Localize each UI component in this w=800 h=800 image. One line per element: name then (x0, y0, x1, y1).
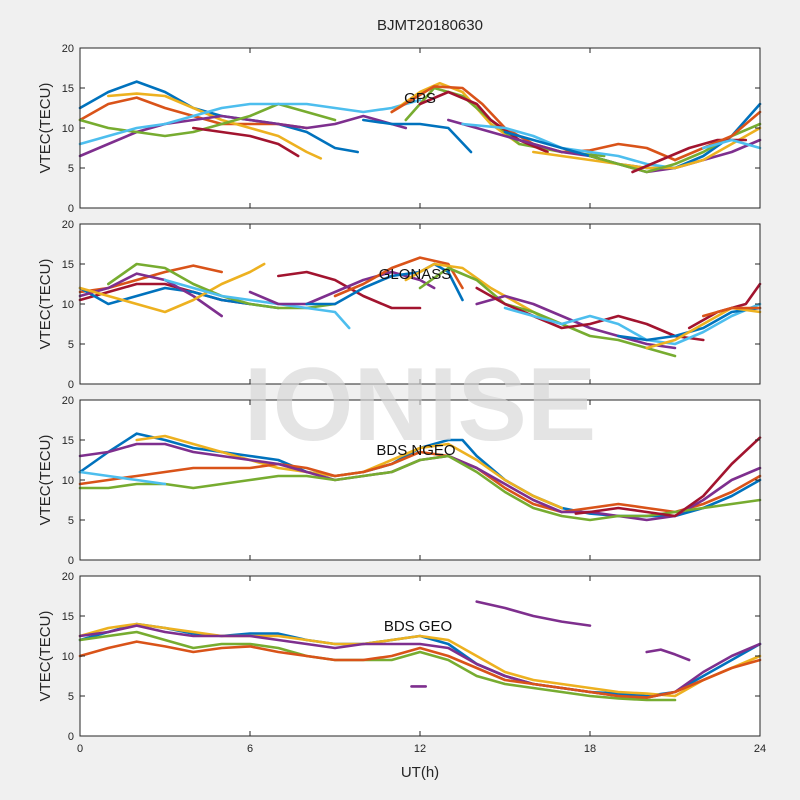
y-tick-label: 5 (68, 691, 74, 703)
y-tick-label: 15 (62, 259, 74, 271)
y-axis-label: VTEC(TECU) (37, 435, 54, 526)
x-tick-label: 12 (414, 743, 426, 755)
series-line (78, 450, 762, 514)
series-line (461, 122, 677, 170)
y-tick-label: 20 (62, 219, 74, 231)
y-tick-label: 0 (68, 379, 74, 391)
series-line (673, 110, 762, 162)
y-tick-label: 10 (62, 299, 74, 311)
x-tick-label: 6 (247, 743, 253, 755)
x-tick-label: 24 (754, 743, 766, 755)
y-tick-label: 5 (68, 163, 74, 175)
panel-gps: 0 5 10 15 20 VTEC(TECU) GPS (37, 43, 762, 215)
series-line (78, 640, 762, 699)
panels-container: 0 5 10 15 20 VTEC(TECU) GPS 0 5 10 15 20 VTEC(TECU) G… (37, 43, 766, 755)
y-tick-label: 15 (62, 83, 74, 95)
series-line (163, 278, 351, 330)
series-line (701, 306, 762, 318)
y-tick-label: 15 (62, 435, 74, 447)
x-tick-label: 0 (77, 743, 83, 755)
axes-background (80, 400, 760, 560)
series-line (503, 302, 762, 346)
y-tick-label: 0 (68, 203, 74, 215)
panel-label: GLONASS (379, 266, 452, 283)
axes-background (80, 224, 760, 384)
y-tick-label: 5 (68, 515, 74, 527)
axes-background (80, 48, 760, 208)
y-tick-label: 10 (62, 475, 74, 487)
series-line (475, 294, 677, 350)
series-line (192, 126, 300, 158)
y-tick-label: 5 (68, 339, 74, 351)
series-line (475, 286, 705, 342)
y-tick-label: 10 (62, 651, 74, 663)
series-line (574, 436, 762, 518)
series-line (78, 630, 677, 702)
y-tick-label: 0 (68, 731, 74, 743)
series-line (475, 600, 592, 627)
series-line (78, 272, 223, 318)
x-axis-label: UT(h) (401, 764, 439, 781)
panel-label: BDS GEO (384, 618, 452, 635)
series-line (645, 648, 691, 662)
series-line (78, 454, 762, 522)
series-line (78, 262, 266, 314)
axes-background (80, 576, 760, 736)
panel-label: BDS NGEO (376, 442, 455, 459)
y-axis-label: VTEC(TECU) (37, 83, 54, 174)
y-tick-label: 20 (62, 43, 74, 55)
chart-title: BJMT20180630 (377, 17, 483, 34)
panel-label: GPS (404, 90, 436, 107)
panel-bds-geo: 0 5 10 15 20 0 6 12 18 24 VTEC(TECU) BDS GEO (37, 571, 766, 755)
series-line (107, 92, 323, 160)
panel-glonass: 0 5 10 15 20 VTEC(TECU) GLONASS (37, 219, 762, 391)
series-line (78, 98, 422, 146)
series-line (248, 270, 436, 306)
y-tick-label: 15 (62, 611, 74, 623)
panel-bds-ngeo: 0 5 10 15 20 VTEC(TECU) BDS NGEO (37, 395, 762, 567)
series-line (361, 118, 473, 154)
y-tick-label: 20 (62, 571, 74, 583)
y-axis-label: VTEC(TECU) (37, 611, 54, 702)
x-tick-label: 18 (584, 743, 596, 755)
series-line (701, 138, 762, 150)
series-line (78, 470, 167, 486)
series-line (276, 270, 422, 310)
watermark-text: IONISE (244, 347, 597, 463)
y-tick-label: 20 (62, 395, 74, 407)
y-tick-label: 0 (68, 555, 74, 567)
series-line (78, 622, 762, 698)
series-line (404, 262, 549, 322)
series-line (418, 266, 677, 358)
y-axis-label: VTEC(TECU) (37, 259, 54, 350)
series-line (645, 306, 762, 350)
series-line (78, 102, 337, 138)
series-line (531, 126, 762, 170)
y-tick-label: 10 (62, 123, 74, 135)
